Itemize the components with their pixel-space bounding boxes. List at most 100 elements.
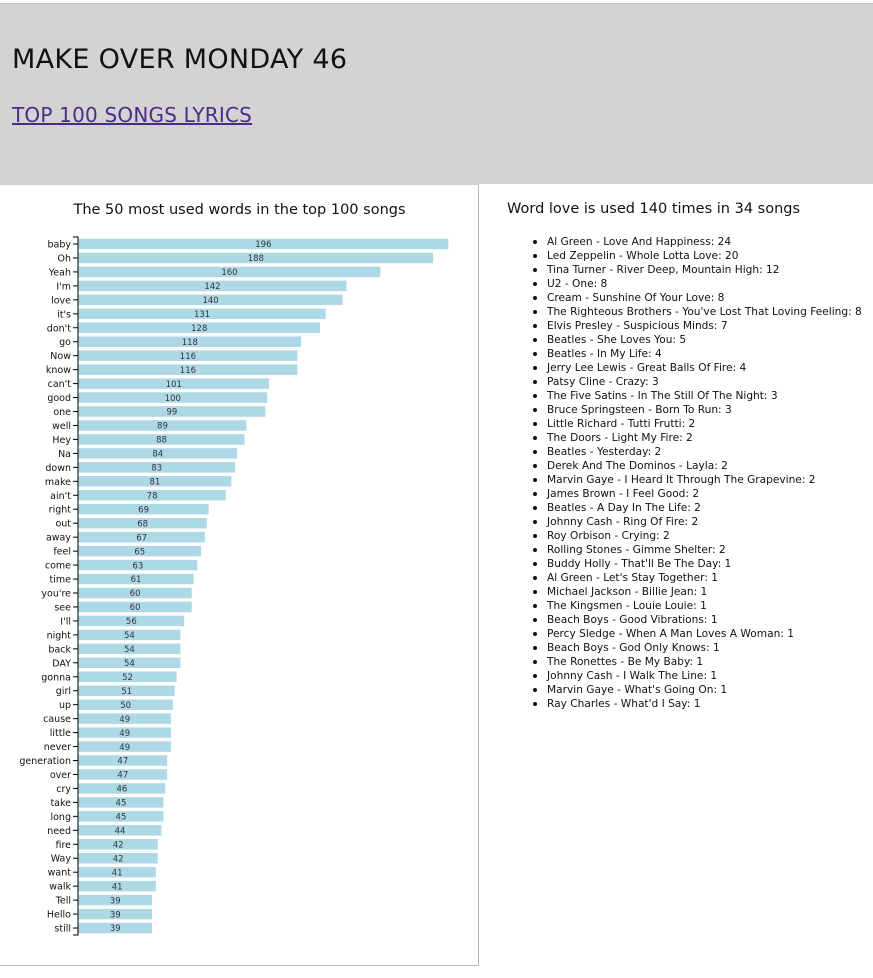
bar-value-label: 101 — [166, 380, 182, 390]
y-tick-label: can't — [48, 379, 72, 390]
bar-value-label: 140 — [202, 296, 218, 306]
y-tick-label: one — [53, 407, 71, 418]
bar[interactable] — [78, 783, 166, 794]
bar[interactable] — [78, 741, 171, 752]
bar[interactable] — [78, 336, 302, 347]
bar[interactable] — [78, 852, 158, 864]
bar[interactable] — [78, 420, 247, 431]
bar[interactable] — [78, 713, 171, 724]
y-tick-label: Na — [58, 449, 71, 460]
love-song-item: Percy Sledge - When A Man Loves A Woman:… — [525, 627, 862, 641]
bar[interactable] — [78, 406, 266, 417]
bar-value-label: 131 — [194, 310, 210, 320]
bar[interactable] — [78, 238, 449, 250]
bar[interactable] — [78, 517, 207, 529]
bar[interactable] — [78, 880, 156, 892]
bar[interactable] — [78, 908, 153, 920]
bar[interactable] — [78, 476, 232, 487]
bar[interactable] — [78, 894, 153, 906]
bar[interactable] — [78, 322, 320, 334]
bar-value-label: 50 — [120, 701, 131, 711]
bar[interactable] — [78, 825, 162, 836]
bar[interactable] — [78, 280, 347, 292]
y-tick-label: Way — [51, 854, 72, 865]
bar[interactable] — [78, 531, 205, 543]
bar[interactable] — [78, 545, 202, 557]
bar-value-label: 142 — [204, 282, 220, 292]
y-tick-label: go — [59, 337, 71, 348]
bar[interactable] — [78, 643, 181, 655]
bar[interactable] — [78, 490, 226, 501]
word-frequency-bar-chart: baby 196 Oh 188 Yeah 160 I'm 142 love 140 it's 131 d… — [19, 236, 449, 936]
y-tick-label: up — [59, 700, 71, 711]
love-song-item: James Brown - I Feel Good: 2 — [525, 487, 862, 501]
bar-value-label: 54 — [124, 645, 135, 655]
bar[interactable] — [78, 434, 245, 445]
y-tick-label: I'm — [56, 281, 71, 292]
love-song-item: The Ronettes - Be My Baby: 1 — [525, 655, 862, 669]
bar[interactable] — [78, 462, 236, 473]
bar-value-label: 41 — [112, 868, 123, 878]
bar[interactable] — [78, 699, 173, 710]
bar-value-label: 160 — [221, 268, 237, 278]
love-song-item: Rolling Stones - Gimme Shelter: 2 — [525, 543, 862, 557]
bar[interactable] — [78, 811, 164, 822]
bar[interactable] — [78, 866, 156, 878]
bar[interactable] — [78, 266, 381, 278]
bar[interactable] — [78, 657, 181, 669]
bar[interactable] — [78, 797, 164, 808]
bar[interactable] — [78, 448, 237, 459]
bar[interactable] — [78, 294, 343, 306]
y-tick-label: night — [47, 630, 72, 641]
love-song-item: Beatles - Yesterday: 2 — [525, 445, 862, 459]
love-song-item: Tina Turner - River Deep, Mountain High:… — [525, 263, 862, 277]
bar[interactable] — [78, 629, 181, 641]
love-song-item: Al Green - Love And Happiness: 24 — [525, 235, 862, 249]
bar[interactable] — [78, 922, 153, 934]
bar-value-label: 100 — [165, 394, 181, 404]
y-tick-label: little — [50, 728, 71, 739]
love-song-item: Beach Boys - Good Vibrations: 1 — [525, 613, 862, 627]
bar[interactable] — [78, 252, 434, 264]
bar[interactable] — [78, 392, 268, 403]
bar-value-label: 42 — [113, 840, 124, 850]
love-song-item: Marvin Gaye - I Heard It Through The Gra… — [525, 473, 862, 487]
bar[interactable] — [78, 839, 158, 850]
y-tick-label: right — [49, 505, 72, 516]
bar-value-label: 45 — [116, 813, 127, 823]
y-tick-label: feel — [53, 547, 71, 558]
bar[interactable] — [78, 769, 168, 780]
bar[interactable] — [78, 503, 209, 515]
bar-value-label: 49 — [119, 715, 130, 725]
y-tick-label: fire — [55, 840, 71, 851]
bar[interactable] — [78, 573, 194, 585]
bar[interactable] — [78, 727, 171, 738]
page-header: MAKE OVER MONDAY 46 TOP 100 SONGS LYRICS — [0, 3, 873, 184]
bar[interactable] — [78, 671, 177, 683]
love-song-item: Led Zeppelin - Whole Lotta Love: 20 — [525, 249, 862, 263]
love-song-item: The Doors - Light My Fire: 2 — [525, 431, 862, 445]
y-tick-label: DAY — [52, 658, 71, 669]
bar[interactable] — [78, 559, 198, 571]
love-song-item: Beatles - She Loves You: 5 — [525, 333, 862, 347]
bar[interactable] — [78, 601, 192, 613]
y-tick-label: come — [45, 561, 71, 572]
bar[interactable] — [78, 615, 185, 627]
bar[interactable] — [78, 350, 298, 361]
bar[interactable] — [78, 755, 168, 766]
bar-value-label: 49 — [119, 729, 130, 739]
bar[interactable] — [78, 587, 192, 599]
bar-value-label: 188 — [248, 254, 264, 264]
bar[interactable] — [78, 364, 298, 375]
bar[interactable] — [78, 378, 270, 389]
love-song-item: Roy Orbison - Crying: 2 — [525, 529, 862, 543]
love-song-item: Ray Charles - What'd I Say: 1 — [525, 697, 862, 711]
y-tick-label: cause — [43, 714, 71, 725]
bar-value-label: 54 — [124, 659, 135, 669]
love-song-item: Elvis Presley - Suspicious Minds: 7 — [525, 319, 862, 333]
y-tick-label: cry — [56, 784, 71, 795]
songs-lyrics-link[interactable]: TOP 100 SONGS LYRICS — [12, 103, 253, 127]
bar[interactable] — [78, 308, 326, 320]
bar-value-label: 47 — [117, 771, 128, 781]
bar[interactable] — [78, 685, 175, 696]
